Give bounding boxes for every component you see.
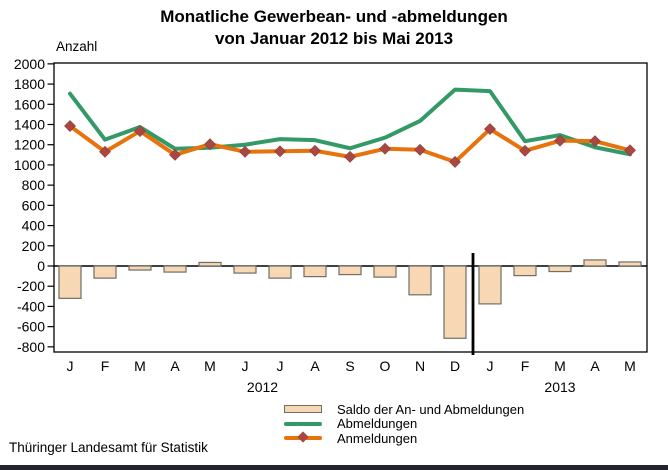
saldo-bar: [198, 261, 222, 267]
x-tick-label: J: [487, 358, 494, 374]
chart-title-line1: Monatliche Gewerbean- und -abmeldungen: [160, 7, 508, 26]
saldo-bar: [163, 265, 187, 273]
anmeldungen-marker: [344, 150, 356, 163]
plot-area: [53, 62, 648, 353]
anmeldungen-marker: [449, 155, 461, 168]
anmeldungen-marker: [309, 144, 321, 157]
abmeldungen-line-swatch-icon: [284, 421, 322, 426]
anmeldungen-line-swatch-icon: [284, 431, 322, 443]
x-tick-label: A: [170, 358, 180, 374]
x-tick-label: O: [380, 358, 391, 374]
saldo-bar: [583, 259, 607, 267]
saldo-bar: [478, 265, 502, 305]
y-tick-label: 200: [22, 238, 46, 254]
anmeldungen-marker: [624, 144, 636, 157]
saldo-bar: [128, 265, 152, 271]
y-tick-label: 800: [22, 177, 46, 193]
saldo-bar: [373, 265, 397, 278]
saldo-bar: [58, 265, 82, 299]
chart-title-line2: von Januar 2012 bis Mai 2013: [214, 29, 454, 48]
y-tick-label: -200: [17, 278, 45, 294]
anmeldungen-marker: [204, 138, 216, 151]
anmeldungen-marker: [274, 145, 286, 158]
legend-item-anmeldungen: Anmeldungen: [284, 431, 524, 446]
saldo-bar: [268, 265, 292, 279]
x-tick-label: J: [67, 358, 74, 374]
x-tick-label: A: [310, 358, 320, 374]
x-tick-label: S: [345, 358, 354, 374]
x-tick-label: A: [590, 358, 600, 374]
y-tick-label: 0: [37, 258, 45, 274]
saldo-bar: [443, 265, 467, 339]
saldo-bar: [303, 265, 327, 278]
anmeldungen-marker: [239, 145, 251, 158]
x-tick-label: J: [242, 358, 249, 374]
legend-label-saldo: Saldo der An- und Abmeldungen: [337, 401, 525, 417]
legend-item-abmeldungen: Abmeldungen: [284, 416, 524, 432]
source-attribution: Thüringer Landesamt für Statistik: [9, 440, 208, 455]
anmeldungen-marker: [169, 148, 181, 161]
year-label: 2013: [544, 379, 575, 395]
x-tick-label: D: [450, 358, 460, 374]
saldo-bar-swatch-icon: [284, 405, 322, 414]
saldo-bar: [548, 265, 572, 273]
legend: Saldo der An- und Abmeldungen Abmeldunge…: [284, 402, 524, 446]
y-tick-label: 1200: [14, 137, 45, 153]
x-tick-label: F: [521, 358, 530, 374]
window-bottom-edge: [0, 465, 668, 470]
year-label: 2012: [247, 379, 278, 395]
x-tick-label: N: [415, 358, 425, 374]
saldo-bar: [408, 265, 432, 296]
x-tick-label: M: [624, 358, 636, 374]
anmeldungen-marker: [134, 125, 146, 137]
legend-label-anmeldungen: Anmeldungen: [337, 430, 418, 446]
x-tick-label: J: [277, 358, 284, 374]
saldo-bar: [233, 265, 257, 274]
x-tick-label: M: [134, 358, 146, 374]
diamond-marker-icon: [297, 431, 309, 443]
y-tick-label: 400: [22, 218, 46, 234]
saldo-bar: [338, 265, 362, 276]
anmeldungen-marker: [484, 123, 496, 135]
y-tick-label: 1800: [14, 76, 45, 92]
legend-label-abmeldungen: Abmeldungen: [337, 416, 418, 432]
y-tick-label: 1600: [14, 96, 45, 112]
anmeldungen-marker: [519, 144, 531, 157]
legend-item-saldo: Saldo der An- und Abmeldungen: [284, 402, 524, 417]
saldo-bar: [618, 261, 642, 267]
abmeldungen-line: [68, 87, 632, 157]
saldo-bar: [93, 265, 117, 279]
y-tick-label: -400: [17, 298, 45, 314]
saldo-bar: [513, 265, 537, 277]
x-tick-label: M: [554, 358, 566, 374]
x-tick-label: F: [101, 358, 110, 374]
y-tick-label: 1400: [14, 117, 45, 133]
y-tick-label: -600: [17, 319, 45, 335]
anmeldungen-marker: [99, 145, 111, 158]
anmeldungen-marker: [554, 134, 566, 147]
anmeldungen-marker: [414, 143, 426, 156]
y-tick-label: 1000: [14, 157, 45, 173]
x-tick-label: M: [204, 358, 216, 374]
anmeldungen-marker: [64, 120, 76, 132]
y-tick-label: -800: [17, 339, 45, 355]
chart-title: Monatliche Gewerbean- und -abmeldungen v…: [0, 6, 668, 50]
y-tick-label: 600: [22, 197, 46, 213]
anmeldungen-marker: [589, 135, 601, 148]
y-tick-label: 2000: [14, 56, 45, 72]
anmeldungen-marker: [379, 142, 391, 155]
y-axis-title: Anzahl: [56, 39, 98, 54]
